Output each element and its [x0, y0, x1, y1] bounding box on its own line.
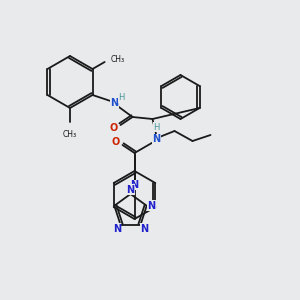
Text: N: N — [113, 224, 121, 234]
Text: H: H — [118, 94, 125, 103]
Text: O: O — [111, 137, 120, 147]
Text: H: H — [153, 122, 160, 131]
Text: CH₃: CH₃ — [63, 130, 77, 139]
Text: N: N — [130, 180, 139, 190]
Text: O: O — [110, 123, 118, 133]
Text: N: N — [140, 224, 148, 234]
Text: CH₃: CH₃ — [111, 56, 125, 64]
Text: N: N — [152, 134, 160, 144]
Text: N: N — [110, 98, 118, 108]
Text: N: N — [127, 185, 135, 195]
Text: N: N — [147, 201, 155, 211]
